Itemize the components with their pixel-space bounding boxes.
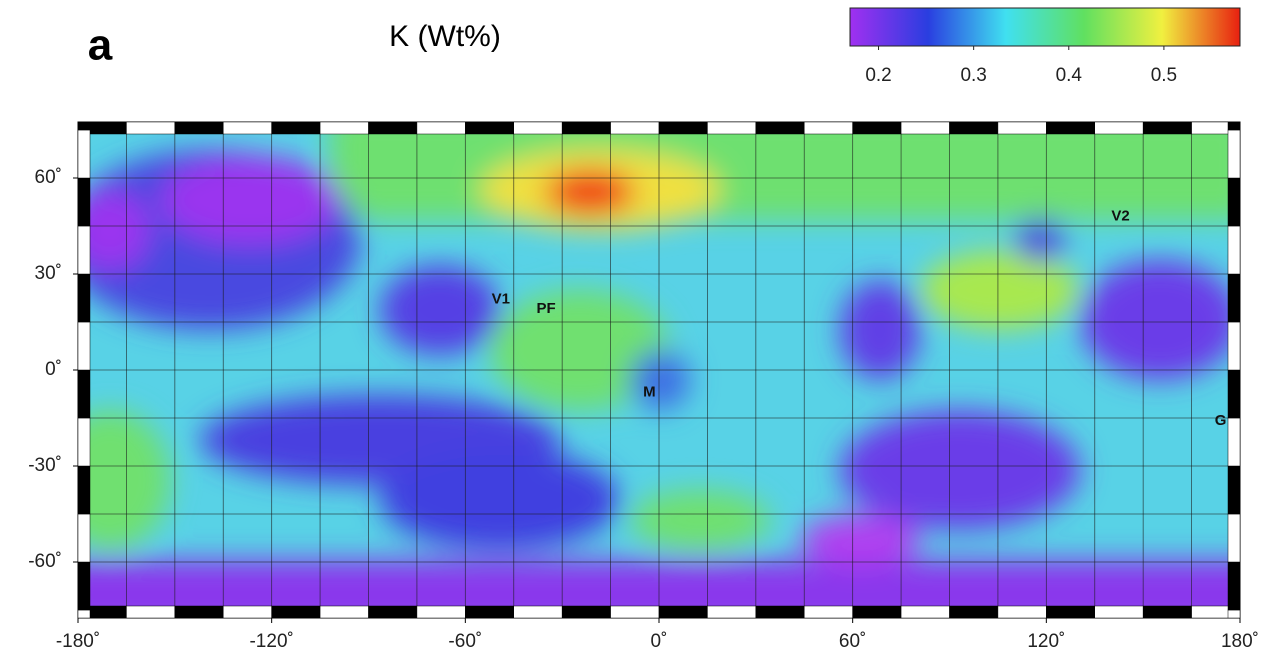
border-segment [1228,122,1240,130]
title: K (Wt%) [389,20,501,53]
border-segment [1228,274,1240,322]
border-segment [175,122,223,134]
site-label: PF [536,300,555,317]
border-segment [1095,606,1143,618]
border-segment [78,418,90,466]
border-segment [78,370,90,418]
border-segment [756,606,804,618]
panel-label: a [88,21,113,70]
border-segment [1228,322,1240,370]
border-segment [1046,606,1094,618]
border-segment [369,606,417,618]
border-segment [804,606,852,618]
border-segment [1228,178,1240,226]
border-segment [320,122,368,134]
site-label: V1 [492,291,510,308]
x-tick-label: -180˚ [56,631,100,652]
border-segment [659,606,707,618]
colorbar-tick-label: 0.3 [960,65,986,86]
border-segment [1228,370,1240,418]
y-tick-label: 30˚ [35,263,62,284]
border-segment [1228,562,1240,610]
border-segment [78,322,90,370]
border-segment [175,606,223,618]
colorbar-tick-label: 0.2 [865,65,891,86]
border-segment [611,606,659,618]
border-segment [901,606,949,618]
border-segment [272,122,320,134]
border-segment [78,178,90,226]
colorbar-tick-label: 0.4 [1056,65,1083,86]
border-segment [853,606,901,618]
site-label: V2 [1111,207,1129,224]
figure: a K (Wt%) -180˚-120˚-60 [0,0,1263,659]
border-segment [78,122,90,130]
site-label: M [643,383,656,400]
border-segment [514,122,562,134]
border-segment [707,606,755,618]
colorbar [850,8,1240,46]
border-segment [78,610,90,618]
y-tick-label: 60˚ [35,167,62,188]
border-segment [1228,466,1240,514]
border-segment [417,122,465,134]
border-segment [1228,514,1240,562]
border-segment [562,122,610,134]
border-segment [126,122,174,134]
border-segment [901,122,949,134]
x-tick-label: 120˚ [1027,631,1065,652]
border-segment [78,514,90,562]
border-segment [78,130,90,178]
border-segment [272,606,320,618]
x-tick-label: 180˚ [1221,631,1259,652]
border-segment [853,122,901,134]
border-segment [611,122,659,134]
border-segment [950,606,998,618]
border-segment [998,606,1046,618]
border-segment [320,606,368,618]
border-segment [756,122,804,134]
border-segment [1228,226,1240,274]
border-segment [1046,122,1094,134]
border-segment [1143,606,1191,618]
map-image [50,110,1260,630]
border-segment [514,606,562,618]
border-segment [465,606,513,618]
border-segment [707,122,755,134]
border-segment [465,122,513,134]
border-segment [223,122,271,134]
x-tick-label: -120˚ [249,631,293,652]
border-segment [1143,122,1191,134]
border-segment [78,274,90,322]
y-tick-label: -60˚ [28,551,62,572]
border-segment [1228,610,1240,618]
border-segment [950,122,998,134]
border-segment [998,122,1046,134]
border-segment [804,122,852,134]
y-tick-label: 0˚ [45,359,62,380]
colorbar-tick-label: 0.5 [1151,65,1177,86]
border-segment [78,226,90,274]
y-tick-label: -30˚ [28,455,62,476]
x-tick-label: -60˚ [448,631,482,652]
border-segment [223,606,271,618]
border-segment [126,606,174,618]
border-segment [78,562,90,610]
site-label: G [1215,412,1227,429]
x-tick-label: 60˚ [839,631,866,652]
x-tick-label: 0˚ [651,631,668,652]
border-segment [417,606,465,618]
border-segment [369,122,417,134]
border-segment [78,466,90,514]
border-segment [1228,130,1240,178]
border-segment [1095,122,1143,134]
border-segment [562,606,610,618]
border-segment [659,122,707,134]
border-segment [1228,418,1240,466]
